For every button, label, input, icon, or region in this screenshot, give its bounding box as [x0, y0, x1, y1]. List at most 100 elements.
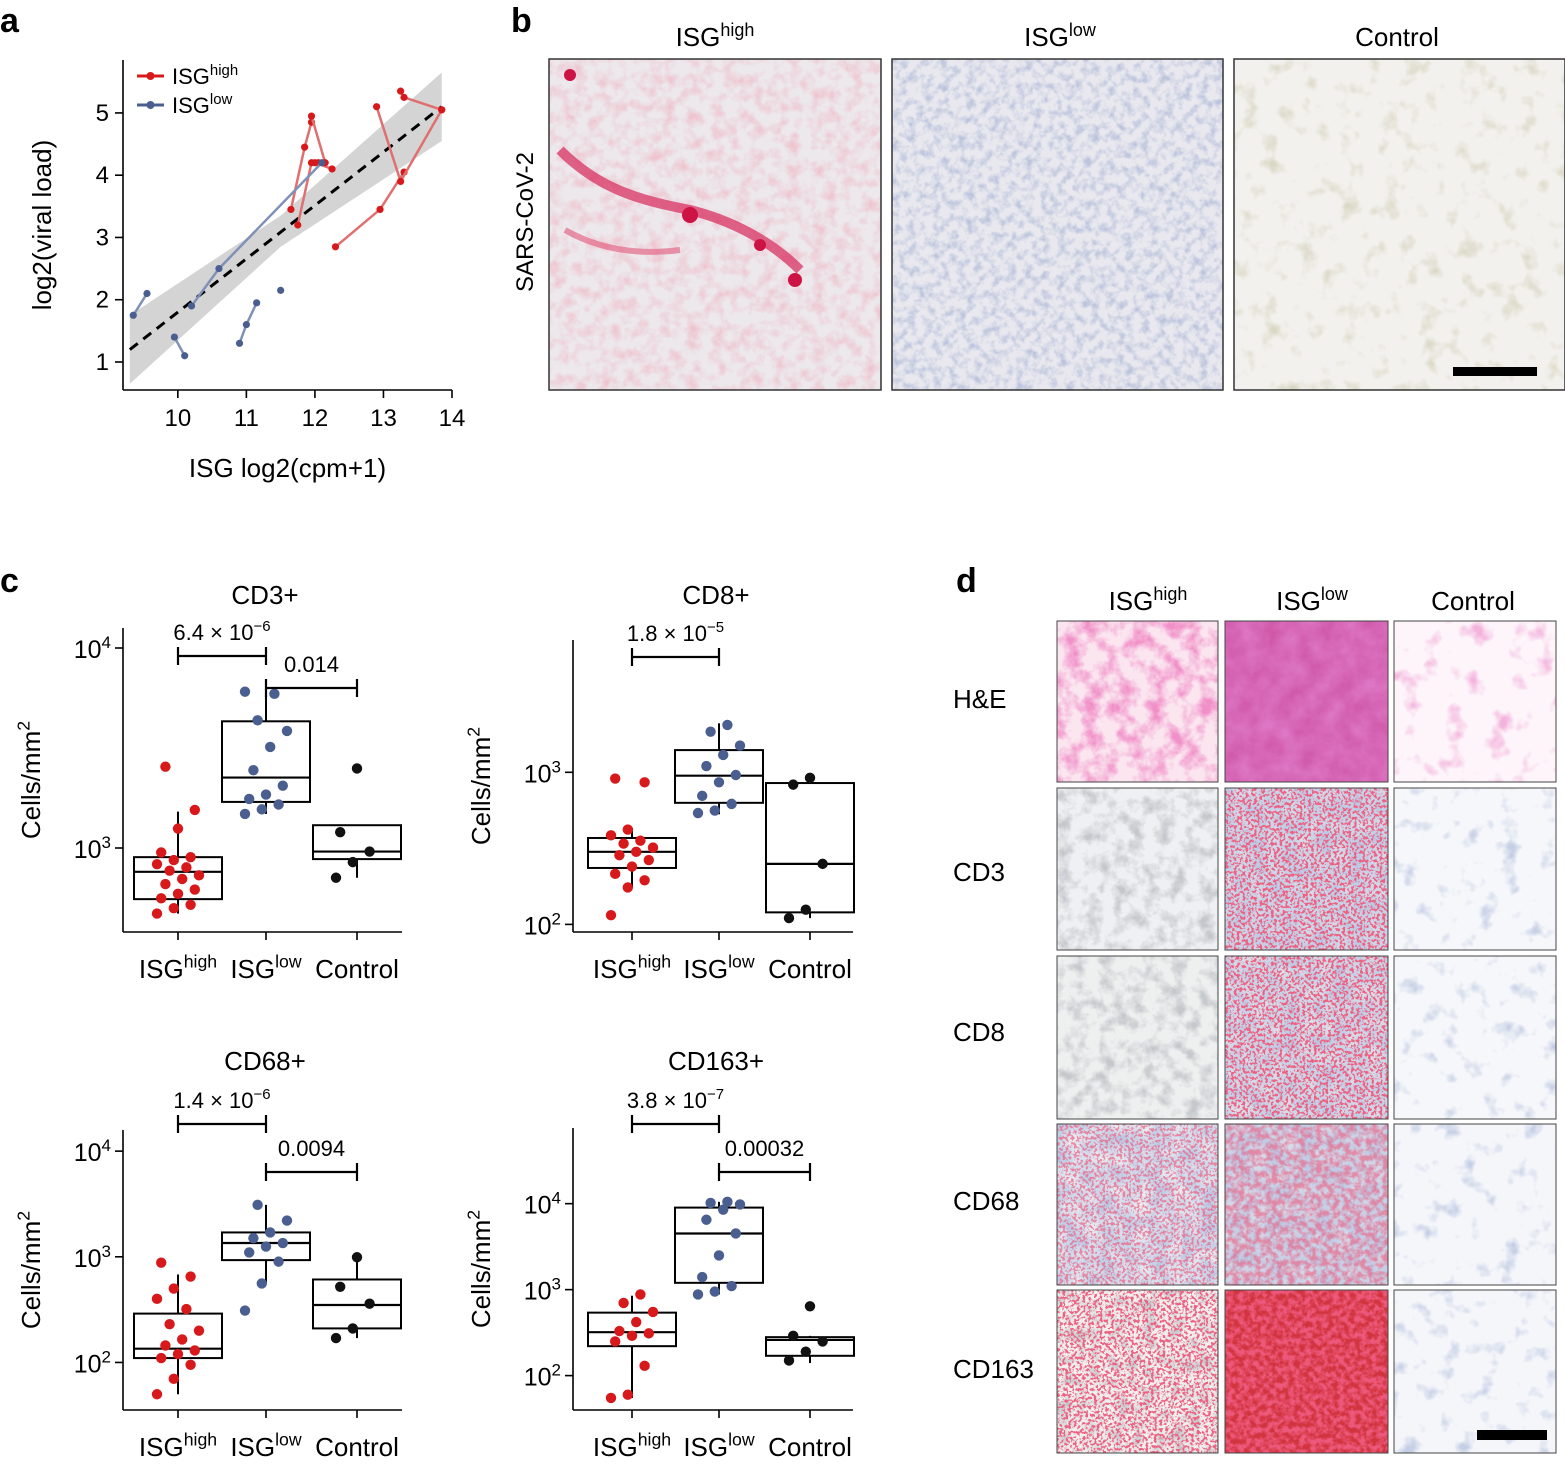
- data-point-control: [800, 904, 811, 915]
- d-row-label-cd163: CD163: [953, 1354, 1034, 1384]
- y-tick-label: 102: [524, 909, 561, 940]
- data-point-low: [281, 725, 293, 737]
- data-point-low: [265, 1227, 276, 1238]
- panel-label-d: d: [956, 562, 977, 600]
- data-point-control: [783, 912, 795, 924]
- data-point-high: [647, 1306, 659, 1318]
- d-tile-cd163-control: [1393, 1289, 1557, 1454]
- data-point-high: [156, 893, 167, 904]
- data-point-low: [692, 807, 704, 819]
- data-point-low: [252, 1199, 263, 1211]
- point-high: [287, 205, 295, 214]
- point-high: [311, 159, 319, 167]
- point-high: [301, 143, 309, 151]
- a-y-tick-label: 1: [96, 349, 109, 376]
- point-high: [331, 243, 340, 251]
- d-tile-he-low: [1224, 620, 1389, 783]
- b-scale-bar: [1453, 367, 1537, 376]
- legend-label-low: ISGlow: [172, 91, 233, 118]
- d-tile-cd68-low: [1224, 1123, 1389, 1286]
- x-tick-label: ISGlow: [230, 952, 302, 984]
- point-low: [170, 333, 179, 341]
- data-point-control: [364, 846, 375, 857]
- d-tile-cd3-control: [1393, 787, 1557, 951]
- panel-label-b: b: [511, 2, 532, 40]
- confidence-band: [129, 72, 442, 384]
- data-point-low: [730, 1228, 741, 1239]
- data-point-high: [610, 773, 621, 784]
- data-point-control: [800, 1346, 811, 1357]
- d-row-label-cd68: CD68: [953, 1186, 1019, 1216]
- point-high: [373, 103, 381, 111]
- a-x-axis-label: ISG log2(cpm+1): [189, 453, 386, 483]
- panel-label-a: a: [0, 2, 20, 40]
- data-point-high: [639, 875, 650, 886]
- data-point-high: [605, 1392, 617, 1404]
- data-point-low: [239, 686, 251, 697]
- d-tile-he-high: [1056, 620, 1219, 783]
- x-tick-label: ISGhigh: [139, 1430, 217, 1462]
- significance-bracket: [630, 1115, 721, 1133]
- data-point-low: [722, 1196, 733, 1208]
- box-iqr: [765, 782, 855, 914]
- data-point-high: [185, 851, 196, 863]
- data-point-low: [248, 1232, 259, 1244]
- b-col-label-high: ISGhigh: [676, 20, 755, 52]
- point-high: [328, 165, 336, 173]
- data-point-control: [347, 1323, 358, 1334]
- data-point-low: [277, 1237, 288, 1249]
- point-high: [307, 112, 316, 120]
- data-point-low: [269, 688, 280, 700]
- data-point-low: [730, 769, 741, 781]
- data-point-control: [330, 1332, 342, 1344]
- data-point-high: [189, 884, 200, 895]
- chart-title-c2: CD8+: [682, 580, 749, 610]
- boxplot-cd8: 102 103 ISGhigh ISGlow Control CD8+ Cells/mm2 1…: [464, 580, 855, 984]
- point-low: [143, 289, 151, 298]
- d-col-label-control: Control: [1431, 586, 1515, 616]
- data-point-high: [626, 861, 638, 872]
- x-tick-label: ISGlow: [683, 952, 755, 984]
- data-point-high: [614, 850, 625, 861]
- a-y-tick-label: 3: [96, 224, 109, 251]
- data-point-high: [164, 865, 175, 876]
- data-point-high: [605, 909, 617, 921]
- a-y-tick-label: 2: [96, 287, 109, 314]
- b-tile-high: [548, 58, 882, 391]
- significance-bracket: [176, 647, 268, 665]
- data-point-high: [622, 824, 633, 835]
- data-point-low: [239, 808, 251, 820]
- data-point-low: [701, 760, 712, 772]
- chart-title-c4: CD163+: [668, 1046, 764, 1076]
- data-point-low: [718, 1204, 729, 1215]
- x-tick-label: ISGlow: [683, 1430, 755, 1462]
- y-tick-label: 102: [74, 1347, 111, 1378]
- p-value-label: 6.4 × 10−6: [173, 618, 270, 645]
- data-point-high: [193, 1325, 205, 1336]
- d-tile-cd3-low: [1224, 787, 1389, 951]
- data-point-high: [643, 1328, 654, 1339]
- d-row-label-cd8: CD8: [953, 1017, 1005, 1047]
- box-iqr: [312, 824, 402, 861]
- data-point-high: [156, 1257, 167, 1268]
- x-tick-label: Control: [768, 954, 852, 984]
- a-x-tick-label: 11: [234, 405, 259, 432]
- y-tick-label: 103: [74, 1242, 111, 1273]
- data-point-control: [335, 1281, 346, 1292]
- b-col-label-low: ISGlow: [1024, 20, 1097, 52]
- significance-bracket: [264, 1163, 359, 1181]
- data-point-control: [347, 856, 358, 868]
- x-tick-label: ISGlow: [230, 1430, 302, 1462]
- b-row-label: SARS-CoV-2: [512, 152, 539, 292]
- point-low: [181, 352, 189, 360]
- data-point-high: [639, 1360, 650, 1372]
- data-point-high: [177, 873, 188, 885]
- point-low: [253, 299, 261, 307]
- x-tick-label: ISGhigh: [593, 952, 671, 984]
- data-point-high: [639, 777, 650, 788]
- point-low: [235, 339, 244, 347]
- data-point-control: [783, 1355, 795, 1366]
- legend-dot-high: [146, 72, 155, 80]
- data-point-control: [804, 1301, 816, 1312]
